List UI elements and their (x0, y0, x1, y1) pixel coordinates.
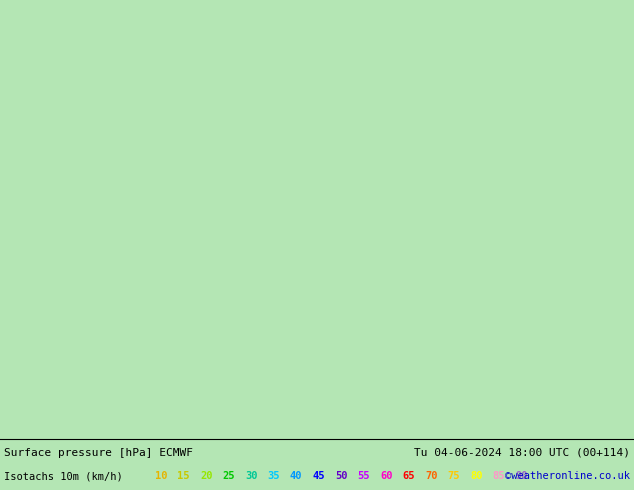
Text: Tu 04-06-2024 18:00 UTC (00+114): Tu 04-06-2024 18:00 UTC (00+114) (414, 447, 630, 458)
Text: 75: 75 (448, 471, 460, 482)
Text: 60: 60 (380, 471, 392, 482)
Text: 70: 70 (425, 471, 437, 482)
Text: 65: 65 (403, 471, 415, 482)
Text: 10: 10 (155, 471, 167, 482)
Text: 80: 80 (470, 471, 482, 482)
Text: 15: 15 (178, 471, 190, 482)
Text: 25: 25 (223, 471, 235, 482)
Text: 55: 55 (358, 471, 370, 482)
Text: 30: 30 (245, 471, 257, 482)
Text: 35: 35 (268, 471, 280, 482)
Text: 50: 50 (335, 471, 347, 482)
Text: 90: 90 (515, 471, 527, 482)
Text: 40: 40 (290, 471, 302, 482)
Text: ©weatheronline.co.uk: ©weatheronline.co.uk (505, 471, 630, 482)
Text: 20: 20 (200, 471, 212, 482)
Text: Surface pressure [hPa] ECMWF: Surface pressure [hPa] ECMWF (4, 447, 193, 458)
Text: Isotachs 10m (km/h): Isotachs 10m (km/h) (4, 471, 123, 482)
Text: 85: 85 (493, 471, 505, 482)
Text: 45: 45 (313, 471, 325, 482)
